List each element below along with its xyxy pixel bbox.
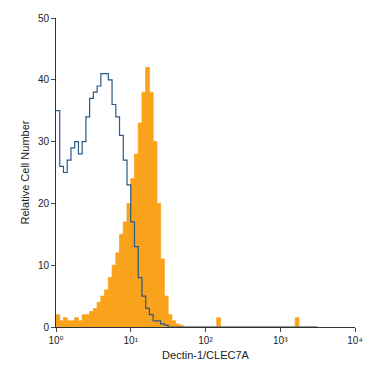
svg-text:10: 10 <box>38 260 50 271</box>
svg-text:30: 30 <box>38 136 50 147</box>
svg-text:0: 0 <box>43 322 49 333</box>
svg-text:Dectin-1/CLEC7A: Dectin-1/CLEC7A <box>162 349 249 361</box>
svg-text:50: 50 <box>38 13 50 24</box>
svg-text:10³: 10³ <box>273 335 288 346</box>
svg-text:10¹: 10¹ <box>124 335 139 346</box>
svg-text:20: 20 <box>38 198 50 209</box>
svg-text:10⁴: 10⁴ <box>347 335 362 346</box>
svg-text:40: 40 <box>38 74 50 85</box>
svg-text:Relative Cell Number: Relative Cell Number <box>19 120 31 224</box>
svg-text:10⁰: 10⁰ <box>48 335 63 346</box>
svg-text:10²: 10² <box>198 335 213 346</box>
